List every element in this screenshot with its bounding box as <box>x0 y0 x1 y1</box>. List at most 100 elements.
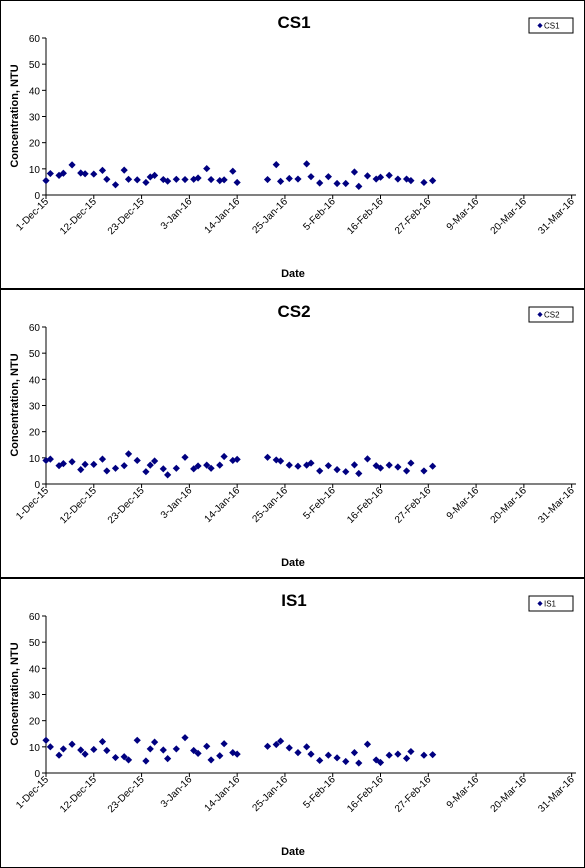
data-point <box>98 455 107 463</box>
data-point <box>203 164 211 173</box>
data-point <box>342 179 350 188</box>
data-point <box>363 740 372 748</box>
y-tick-label: 50 <box>29 349 41 360</box>
data-point <box>207 756 215 764</box>
data-point <box>120 166 128 174</box>
data-point <box>77 466 85 474</box>
data-point <box>394 175 402 183</box>
data-point <box>263 453 272 461</box>
data-point <box>285 174 293 183</box>
chart-svg-cs1: CS1 0 10 20 30 40 50 60 1-Dec-15 12-Dec-15 23-Dec-… <box>9 13 577 280</box>
data-point <box>42 456 50 465</box>
data-point <box>233 455 241 464</box>
data-point <box>120 753 128 761</box>
legend-box <box>528 306 574 323</box>
y-tick-label: 30 <box>29 402 41 413</box>
x-tick-label: 14-Jan-16 <box>203 196 243 236</box>
x-tick-label: 25-Jan-16 <box>250 485 290 525</box>
data-point <box>355 469 363 478</box>
x-tick-label: 16-Feb-16 <box>345 485 386 526</box>
data-point <box>124 175 133 183</box>
legend-marker <box>537 600 543 607</box>
data-point <box>333 754 341 762</box>
data-point <box>407 747 415 756</box>
data-point <box>307 750 315 758</box>
chart-title: CS2 <box>277 302 310 321</box>
y-axis-label: Concentration, NTU <box>9 353 21 456</box>
y-tick-label: 10 <box>29 743 41 754</box>
data-point <box>133 456 141 465</box>
x-tick-label: 9-Mar-16 <box>445 196 482 233</box>
data-point <box>172 745 180 753</box>
y-tick-label: 40 <box>29 375 41 386</box>
data-point <box>46 743 54 751</box>
data-point <box>68 458 76 466</box>
data-point <box>98 166 107 175</box>
y-tick-label: 60 <box>29 323 41 334</box>
x-tick-label: 14-Jan-16 <box>203 485 243 525</box>
data-point <box>90 460 98 468</box>
y-tick-label: 60 <box>29 34 41 45</box>
x-tick-label: 5-Feb-16 <box>301 485 338 522</box>
data-point <box>376 173 385 181</box>
data-point <box>303 461 311 469</box>
y-tick-label: 50 <box>29 638 41 649</box>
data-point <box>42 177 50 185</box>
y-axis-label: Concentration, NTU <box>9 64 21 167</box>
data-point <box>164 471 172 479</box>
data-point <box>68 740 76 748</box>
x-axis-label: Date <box>281 846 305 858</box>
x-tick-label: 27-Feb-16 <box>393 485 434 526</box>
data-point <box>46 169 54 178</box>
data-point <box>151 738 159 746</box>
data-point <box>216 461 224 469</box>
y-tick-label: 10 <box>29 454 41 465</box>
x-axis-label: Date <box>281 557 305 569</box>
data-point <box>151 171 159 179</box>
x-tick-label: 25-Jan-16 <box>250 196 290 236</box>
data-point <box>324 751 332 759</box>
data-point <box>303 160 311 168</box>
y-tick-label: 60 <box>29 612 41 623</box>
x-tick-label: 12-Dec-15 <box>58 196 99 237</box>
y-tick-label: 40 <box>29 664 41 675</box>
data-point <box>285 461 293 469</box>
data-point <box>194 174 202 182</box>
x-tick-label: 14-Jan-16 <box>203 774 243 814</box>
data-point <box>355 182 363 190</box>
x-tick-label: 23-Dec-15 <box>106 196 147 237</box>
x-tick-label: 1-Dec-15 <box>14 196 51 233</box>
data-point <box>324 462 332 470</box>
data-point <box>316 756 324 765</box>
x-tick-label: 5-Feb-16 <box>301 196 338 233</box>
chart-panel-cs1: CS1 0 10 20 30 40 50 60 1-Dec-15 12-Dec-15 23-Dec-… <box>0 0 585 289</box>
data-point <box>181 734 189 742</box>
data-point <box>159 746 167 754</box>
y-tick-label: 20 <box>29 717 41 728</box>
data-point <box>350 748 359 757</box>
data-point <box>103 746 111 755</box>
x-tick-label: 27-Feb-16 <box>393 196 434 237</box>
data-point <box>220 452 228 461</box>
data-point <box>103 175 111 183</box>
data-point <box>172 175 180 183</box>
chart-panel-is1: IS1 0 10 20 30 40 50 60 1-Dec-15 12-Dec-15 23-Dec-… <box>0 578 585 868</box>
data-point <box>142 468 150 476</box>
data-point <box>407 459 415 467</box>
y-tick-label: 0 <box>34 769 40 780</box>
y-tick-label: 0 <box>34 191 40 202</box>
data-point <box>46 455 54 463</box>
x-tick-label: 20-Mar-16 <box>489 196 530 237</box>
data-point <box>203 742 211 750</box>
data-point <box>207 175 215 184</box>
data-point <box>385 751 393 759</box>
x-tick-label: 27-Feb-16 <box>393 774 434 815</box>
chart-panel-cs2: CS2 0 10 20 30 40 50 60 1-Dec-15 12-Dec-15 23-Dec-… <box>0 289 585 578</box>
y-axis-label: Concentration, NTU <box>9 642 21 745</box>
data-point <box>303 743 311 751</box>
data-point <box>316 179 324 187</box>
data-point <box>429 751 437 759</box>
data-point <box>263 742 272 750</box>
data-point <box>276 737 285 745</box>
x-tick-label: 3-Jan-16 <box>159 774 195 810</box>
